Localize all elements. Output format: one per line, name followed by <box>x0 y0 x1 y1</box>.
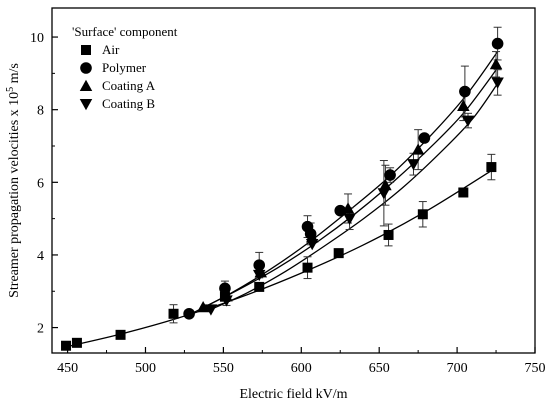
x-tick-label: 650 <box>369 361 390 376</box>
legend-label-coating-b: Coating B <box>102 96 155 111</box>
legend-label-coating-a: Coating A <box>102 78 156 93</box>
point-polymer <box>418 132 431 144</box>
fit-line <box>210 83 499 311</box>
legend-marker-air <box>81 45 91 55</box>
point-air <box>302 262 313 273</box>
error-bars <box>169 26 502 324</box>
x-axis-title: Electric field kV/m <box>239 387 347 402</box>
point-air <box>254 281 265 292</box>
fit-line <box>65 170 492 348</box>
point-coating-b <box>343 213 356 225</box>
legend-marker-polymer <box>80 62 92 74</box>
y-tick-label: 6 <box>37 176 44 191</box>
point-coating-b <box>220 295 233 307</box>
x-tick-label: 450 <box>57 361 78 376</box>
point-coating-a <box>457 99 470 112</box>
legend: 'Surface' component Air Polymer Coating A C… <box>72 24 178 111</box>
y-tick-label: 2 <box>37 322 44 337</box>
point-coating-a <box>341 202 355 214</box>
x-tick-label: 600 <box>291 361 312 376</box>
point-air <box>383 229 394 240</box>
point-coating-b <box>377 188 391 200</box>
y-axis-title-main: Streamer propagation velocities x 10 <box>7 92 22 298</box>
y-tick-label: 8 <box>37 104 44 119</box>
point-coating-a <box>196 300 210 313</box>
legend-marker-coating-b <box>79 99 93 111</box>
point-polymer <box>459 85 471 98</box>
point-coating-a <box>489 58 503 70</box>
legend-title: 'Surface' component <box>72 24 178 39</box>
legend-marker-coating-a <box>79 79 93 91</box>
legend-label-air: Air <box>102 42 120 57</box>
point-coating-b <box>491 77 504 89</box>
point-air <box>333 248 344 259</box>
x-axis: 450 500 550 600 650 700 750 <box>57 347 546 376</box>
legend-label-polymer: Polymer <box>102 60 147 75</box>
point-polymer <box>491 37 504 50</box>
x-tick-label: 550 <box>213 361 234 376</box>
point-coating-b <box>252 269 266 282</box>
point-air <box>458 187 469 198</box>
y-tick-label: 4 <box>37 249 44 264</box>
fit-line <box>202 67 499 309</box>
point-coating-a <box>379 178 392 191</box>
x-tick-label: 700 <box>447 361 468 376</box>
point-polymer <box>334 204 347 217</box>
point-coating-b <box>461 115 475 127</box>
x-tick-label: 500 <box>135 361 156 376</box>
y-axis: 2 4 6 8 10 <box>30 31 58 337</box>
data-markers <box>61 37 504 351</box>
point-coating-b <box>407 159 420 171</box>
plot-frame <box>51 7 536 354</box>
point-polymer <box>384 169 396 181</box>
point-air <box>417 209 428 220</box>
point-air <box>71 337 82 348</box>
y-axis-title: Streamer propagation velocities x 105 m/… <box>5 63 22 298</box>
point-polymer <box>253 259 266 271</box>
point-coating-b <box>305 239 319 251</box>
point-air <box>486 162 497 173</box>
point-coating-b <box>204 304 218 316</box>
x-tick-label: 750 <box>525 361 546 376</box>
y-tick-label: 10 <box>30 31 44 46</box>
y-axis-title-exponent: 5 <box>5 87 16 92</box>
fit-line <box>188 51 499 316</box>
point-air <box>61 340 72 351</box>
point-polymer <box>183 307 195 320</box>
point-air <box>168 308 179 319</box>
point-coating-a <box>411 143 425 155</box>
point-polymer <box>219 282 231 295</box>
point-air <box>115 329 126 340</box>
y-axis-title-unit: m/s <box>7 63 22 87</box>
